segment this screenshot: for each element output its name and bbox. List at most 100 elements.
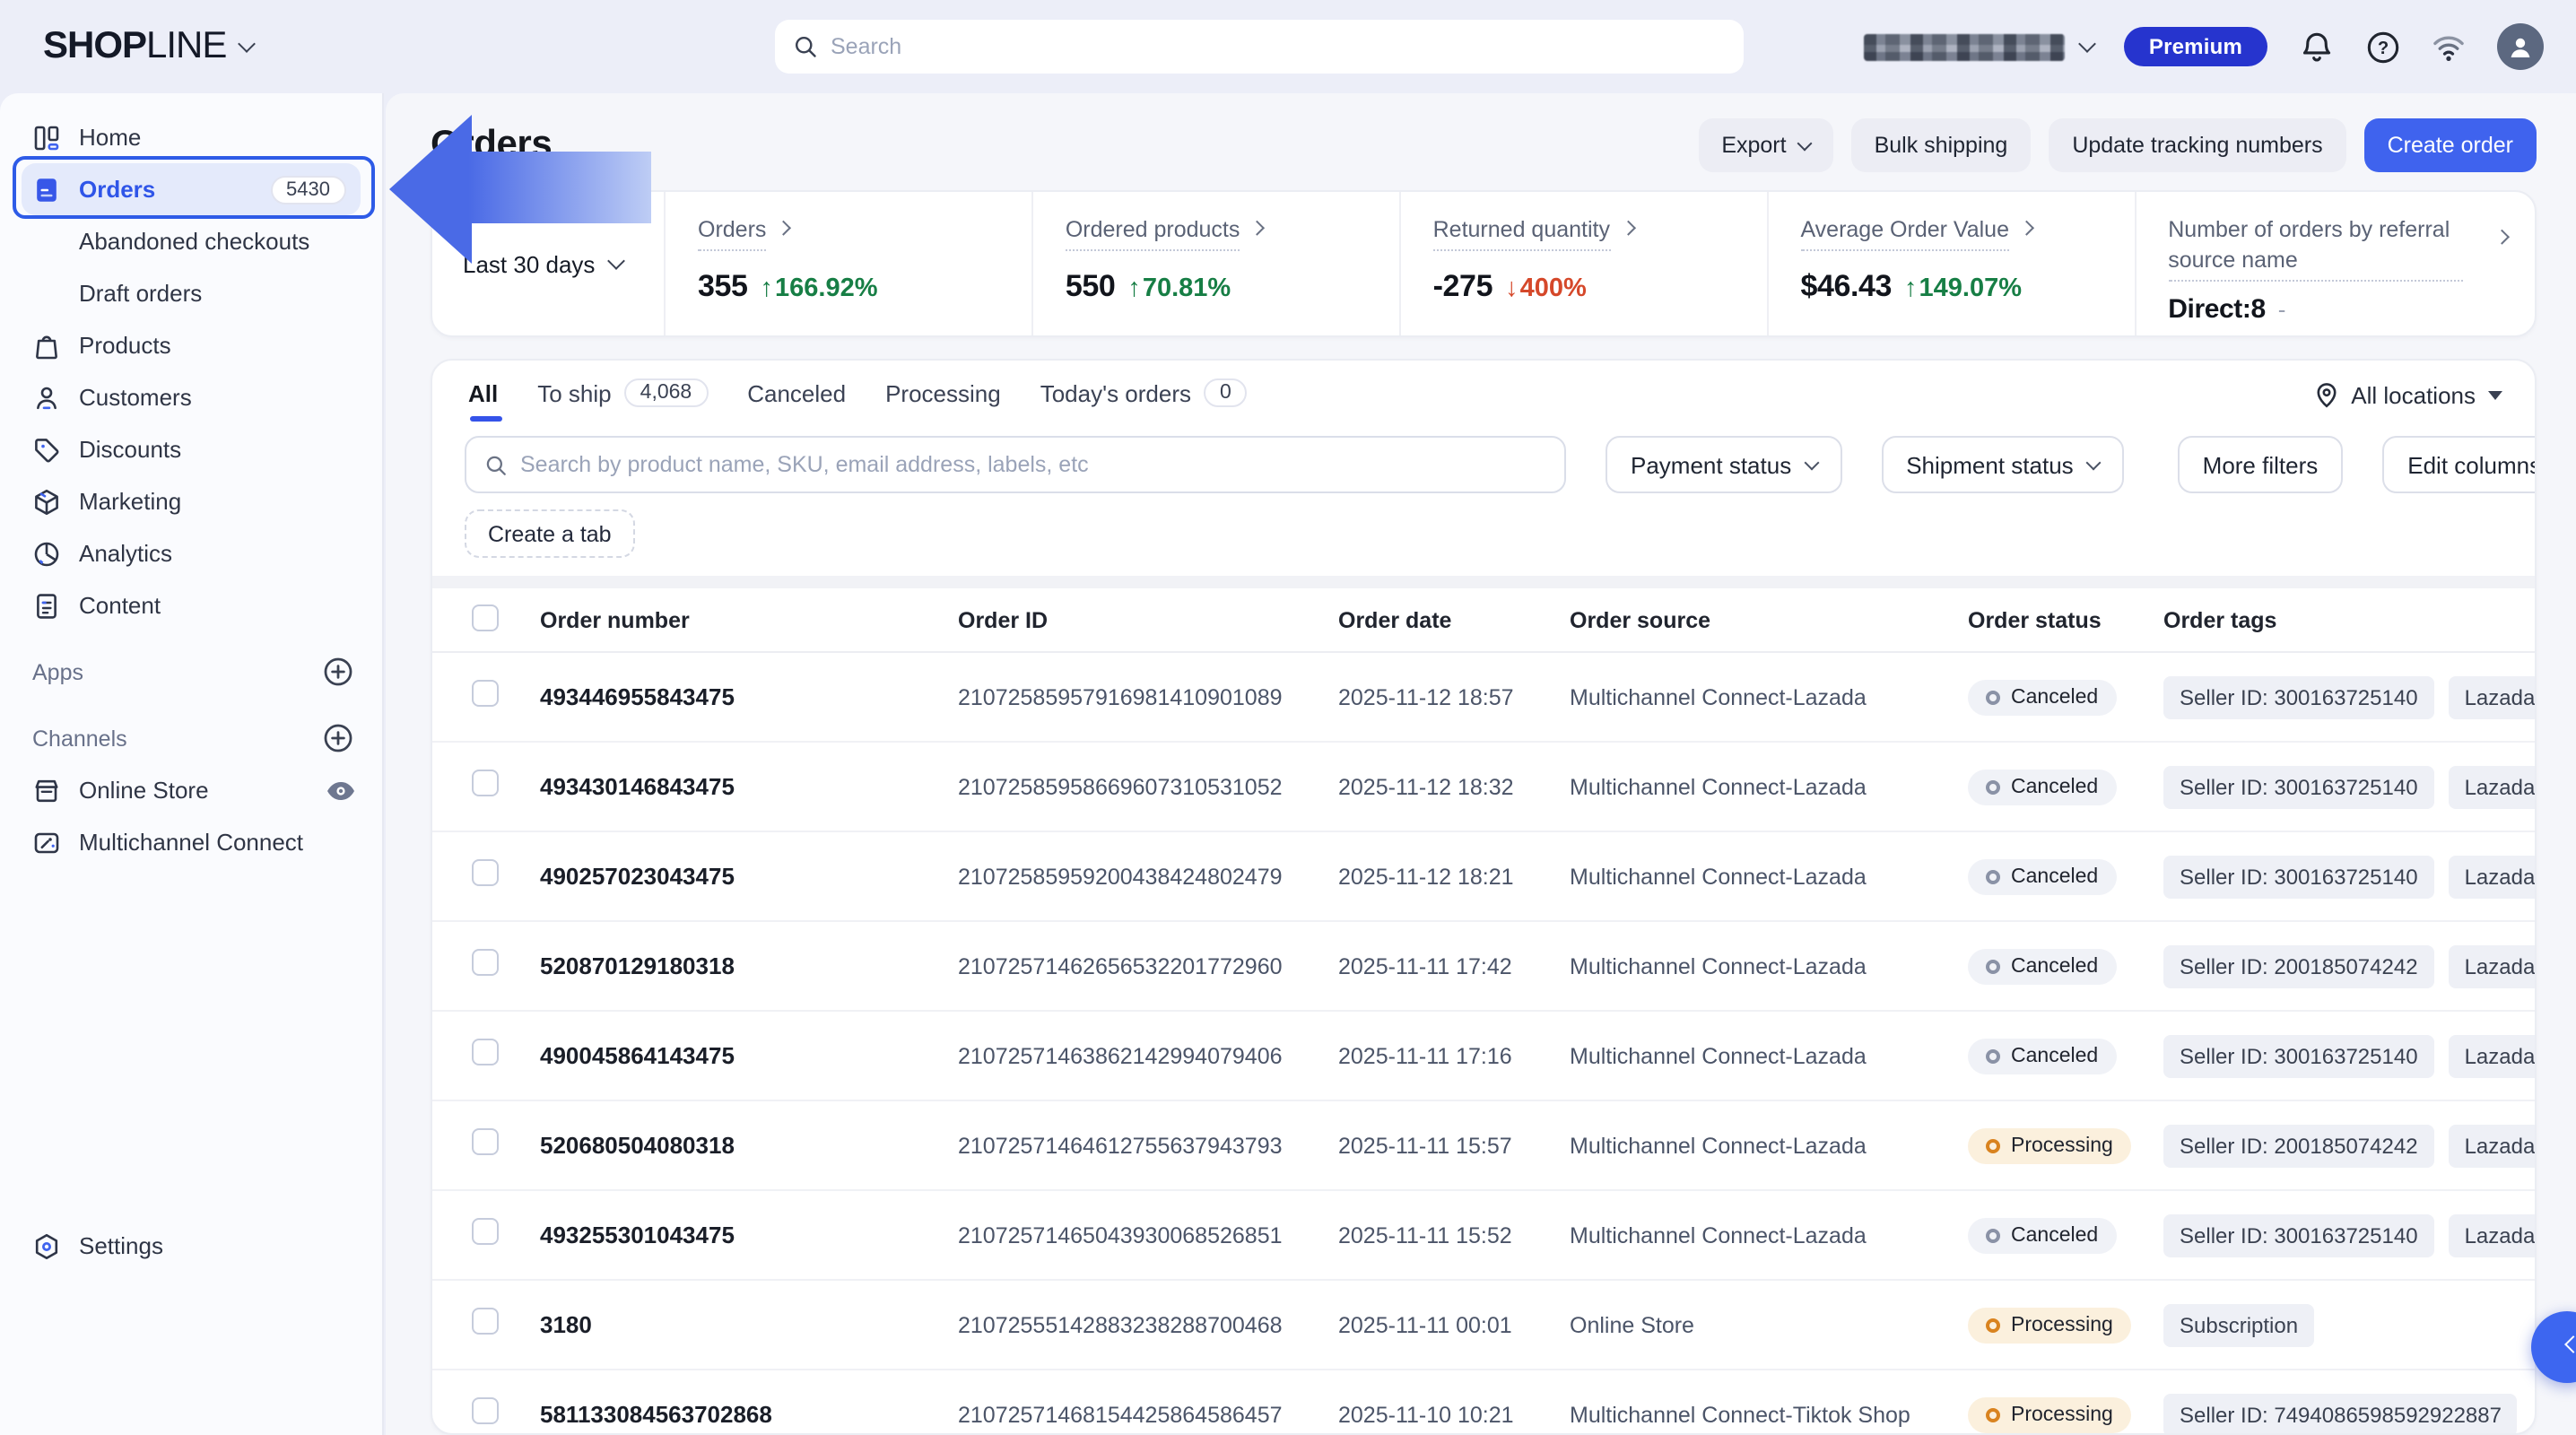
order-search-input[interactable]: [520, 452, 1546, 477]
table-row[interactable]: 490045864143475 210725714638621429940794…: [432, 1012, 2535, 1101]
sidebar-item-marketing[interactable]: Marketing: [0, 475, 382, 527]
stat-orders-by-referral[interactable]: Number of orders by referral source name…: [2134, 192, 2535, 335]
sidebar: Home Orders 5430 Abandoned checkouts Dra…: [0, 93, 384, 1435]
order-id: 21072571462656532201772960: [958, 953, 1338, 978]
tag-chip: Seller ID: 300163725140: [2163, 1213, 2434, 1257]
edit-columns-button[interactable]: Edit columns: [2382, 436, 2537, 493]
user-avatar[interactable]: [2497, 23, 2544, 70]
global-search[interactable]: [775, 20, 1744, 74]
sidebar-item-analytics[interactable]: Analytics: [0, 527, 382, 579]
row-checkbox[interactable]: [472, 1038, 499, 1065]
row-checkbox[interactable]: [472, 1307, 499, 1334]
shopline-logo[interactable]: SHOPLINE: [43, 25, 253, 68]
status-badge: Canceled: [1968, 858, 2116, 894]
create-order-button[interactable]: Create order: [2364, 118, 2537, 172]
date-range-label: Last 30 days: [463, 250, 595, 277]
table-row[interactable]: 493255301043475 210725714650439300685268…: [432, 1191, 2535, 1281]
row-checkbox[interactable]: [472, 769, 499, 796]
button-label: Update tracking numbers: [2072, 133, 2322, 158]
filter-row: Payment status Shipment status More filt…: [432, 422, 2535, 493]
locations-dropdown[interactable]: All locations: [2313, 381, 2502, 419]
stat-label: Number of orders by referral source name: [2168, 215, 2463, 282]
order-date: 2025-11-11 17:42: [1338, 953, 1570, 978]
row-checkbox[interactable]: [472, 1127, 499, 1154]
sidebar-item-customers[interactable]: Customers: [0, 371, 382, 423]
shipment-status-filter[interactable]: Shipment status: [1881, 436, 2123, 493]
arrow-up-icon: ↑: [1127, 274, 1141, 303]
arrow-up-icon: ↑: [1904, 274, 1918, 303]
notifications-bell-icon[interactable]: [2298, 29, 2334, 65]
order-date: 2025-11-11 15:52: [1338, 1222, 1570, 1248]
table-row[interactable]: 520870129180318 210725714626565322017729…: [432, 922, 2535, 1012]
order-search[interactable]: [465, 436, 1566, 493]
network-status-icon[interactable]: [2431, 29, 2467, 65]
sidebar-item-settings[interactable]: Settings: [0, 1220, 382, 1272]
storefront-icon: [32, 776, 61, 804]
row-checkbox[interactable]: [472, 858, 499, 885]
date-range-dropdown[interactable]: Last 30 days: [432, 192, 664, 335]
table-row[interactable]: 520680504080318 210725714646127556379437…: [432, 1101, 2535, 1191]
stat-average-order-value[interactable]: Average Order Value $46.43 ↑149.07%: [1766, 192, 2134, 335]
table-row[interactable]: 493446955843475 210725859579169814109010…: [432, 653, 2535, 743]
tag-chip: Lazada: [2449, 944, 2535, 987]
order-source: Multichannel Connect-Lazada: [1570, 774, 1968, 799]
row-checkbox[interactable]: [472, 1217, 499, 1244]
chevron-right-icon: [1621, 221, 1635, 235]
row-checkbox[interactable]: [472, 1396, 499, 1423]
table-row[interactable]: 490257023043475 210725859592004384248024…: [432, 832, 2535, 922]
more-filters-button[interactable]: More filters: [2178, 436, 2344, 493]
table-row[interactable]: 493430146843475 210725859586696073105310…: [432, 743, 2535, 832]
stat-value: 355: [698, 269, 748, 305]
status-dot-icon: [1986, 1318, 2000, 1332]
main-content: Orders Export Bulk shipping Update track…: [386, 93, 2576, 1435]
sidebar-section-apps: Apps: [0, 646, 382, 698]
sidebar-item-home[interactable]: Home: [0, 111, 382, 163]
filter-label: Payment status: [1631, 451, 1791, 478]
tab-canceled[interactable]: Canceled: [747, 379, 846, 421]
view-store-eye-icon[interactable]: [325, 778, 357, 803]
store-switcher[interactable]: [1864, 33, 2093, 60]
add-app-button[interactable]: [323, 657, 353, 687]
table-header: Order number Order ID Order date Order s…: [432, 588, 2535, 653]
sidebar-item-products[interactable]: Products: [0, 319, 382, 371]
help-icon[interactable]: ?: [2364, 29, 2400, 65]
sidebar-item-multichannel-connect[interactable]: Multichannel Connect: [0, 816, 382, 868]
button-label: Bulk shipping: [1875, 133, 2008, 158]
store-name-redacted: [1864, 33, 2065, 60]
order-date: 2025-11-12 18:57: [1338, 684, 1570, 709]
sidebar-item-content[interactable]: Content: [0, 579, 382, 631]
bulk-shipping-button[interactable]: Bulk shipping: [1851, 118, 2032, 172]
sidebar-item-draft-orders[interactable]: Draft orders: [0, 267, 382, 319]
tab-processing[interactable]: Processing: [885, 379, 1001, 421]
export-button[interactable]: Export: [1698, 118, 1832, 172]
tab-to-ship[interactable]: To ship 4,068: [537, 378, 708, 422]
content-doc-icon: [32, 591, 61, 620]
status-label: Canceled: [2011, 1224, 2098, 1246]
stat-ordered-products[interactable]: Ordered products 550 ↑70.81%: [1031, 192, 1399, 335]
stat-orders[interactable]: Orders 355 ↑166.92%: [664, 192, 1031, 335]
table-row[interactable]: 3180 21072555142883238288700468 2025-11-…: [432, 1281, 2535, 1370]
column-header-order-id: Order ID: [958, 607, 1338, 632]
select-all-checkbox[interactable]: [472, 604, 499, 631]
table-row[interactable]: 581133084563702868 210725714681544258645…: [432, 1370, 2535, 1435]
status-dot-icon: [1986, 1407, 2000, 1422]
svg-text:?: ?: [2377, 38, 2388, 57]
stat-label: Orders: [698, 215, 766, 251]
sidebar-item-abandoned-checkouts[interactable]: Abandoned checkouts: [0, 215, 382, 267]
sidebar-item-online-store[interactable]: Online Store: [0, 764, 382, 816]
orders-icon: [32, 175, 61, 204]
order-number: 490045864143475: [540, 1042, 958, 1069]
row-checkbox[interactable]: [472, 679, 499, 706]
create-tab-button[interactable]: Create a tab: [465, 509, 635, 558]
stat-label: Average Order Value: [1800, 215, 2009, 251]
tab-todays-orders[interactable]: Today's orders 0: [1040, 378, 1248, 422]
sidebar-item-orders[interactable]: Orders 5430: [22, 163, 361, 215]
tab-all[interactable]: All: [468, 379, 498, 421]
search-input[interactable]: [831, 34, 1726, 59]
update-tracking-numbers-button[interactable]: Update tracking numbers: [2049, 118, 2345, 172]
stat-returned-quantity[interactable]: Returned quantity -275 ↓400%: [1399, 192, 1767, 335]
payment-status-filter[interactable]: Payment status: [1606, 436, 1841, 493]
add-channel-button[interactable]: [323, 723, 353, 753]
row-checkbox[interactable]: [472, 948, 499, 975]
sidebar-item-discounts[interactable]: Discounts: [0, 423, 382, 475]
